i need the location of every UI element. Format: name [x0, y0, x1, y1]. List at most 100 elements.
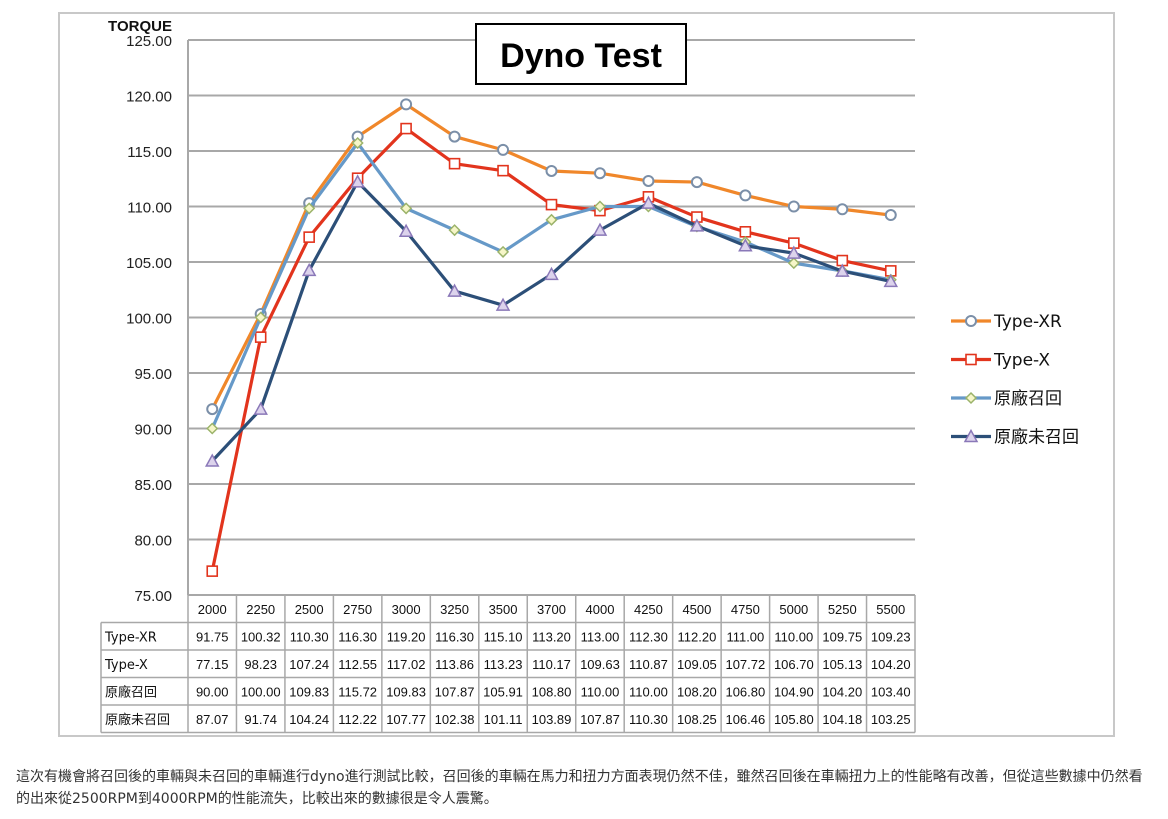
y-tick-label: 105.00 — [126, 255, 172, 272]
data-label: 103.40 — [871, 685, 911, 700]
data-label: 105.13 — [822, 657, 862, 672]
y-tick-label: 100.00 — [126, 311, 172, 328]
data-point — [497, 143, 510, 156]
chart-frame — [58, 12, 1115, 737]
x-tick-label: 2000 — [198, 602, 227, 617]
x-tick-label: 5500 — [876, 602, 905, 617]
x-tick-label: 2250 — [246, 602, 275, 617]
data-label: 103.25 — [871, 712, 911, 727]
y-tick-label: 125.00 — [126, 33, 172, 50]
x-tick-label: 4250 — [634, 602, 663, 617]
data-point — [303, 202, 316, 215]
data-label: 87.07 — [196, 712, 229, 727]
data-label: 106.70 — [774, 657, 814, 672]
data-point — [592, 222, 608, 236]
dyno-chart: 75.00 80.00 85.00 90.00 95.00 100.00 105.00 110… — [100, 18, 1079, 734]
table-series-name: Type-XR — [104, 631, 157, 646]
data-label: 109.83 — [289, 685, 329, 700]
y-tick-label: 115.00 — [127, 144, 172, 161]
caption-text: 這次有機會將召回後的車輛與未召回的車輛進行dyno進行測試比較，召回後的車輛在馬… — [16, 769, 1143, 807]
data-point — [883, 273, 899, 288]
data-point — [739, 189, 752, 202]
table-series-name: 原廠召回 — [105, 685, 157, 701]
data-label: 107.87 — [580, 712, 620, 727]
data-label: 105.91 — [483, 685, 523, 700]
table-series-name: 原廠未召回 — [105, 712, 170, 728]
data-point — [787, 200, 800, 213]
table-series-name: Type-X — [104, 658, 148, 673]
data-label: 100.00 — [241, 685, 281, 700]
data-label: 115.10 — [484, 630, 523, 645]
data-label: 110.30 — [290, 630, 329, 645]
y-tick-label: 120.00 — [126, 89, 172, 106]
data-point — [495, 297, 511, 311]
data-point — [206, 403, 219, 416]
y-tick-label: 95.00 — [134, 366, 172, 383]
data-label: 112.30 — [629, 630, 668, 645]
series-line — [210, 141, 892, 430]
x-tick-label: 4000 — [586, 602, 615, 617]
data-label: 104.18 — [822, 712, 862, 727]
data-label: 110.00 — [774, 630, 813, 645]
data-point — [351, 136, 364, 150]
data-point — [350, 174, 365, 188]
data-point — [448, 224, 461, 237]
data-point — [787, 257, 800, 270]
data-label: 113.23 — [484, 657, 523, 672]
x-tick-label: 3500 — [489, 602, 518, 617]
data-label: 110.00 — [629, 685, 668, 700]
x-tick-label: 3700 — [537, 602, 566, 617]
data-label: 107.77 — [386, 712, 426, 727]
legend-label: Type-XR — [993, 312, 1062, 332]
data-point — [738, 238, 753, 252]
data-point — [641, 195, 656, 209]
x-tick-label: 4500 — [682, 602, 711, 617]
legend-marker — [965, 353, 977, 366]
x-tick-label: 5250 — [828, 602, 857, 617]
data-label: 110.87 — [629, 657, 668, 672]
data-label: 102.38 — [435, 712, 475, 727]
data-label: 116.30 — [338, 630, 377, 645]
data-label: 103.89 — [532, 712, 572, 727]
data-point — [254, 331, 267, 343]
data-label: 113.86 — [435, 657, 474, 672]
data-label: 106.80 — [725, 685, 765, 700]
legend-label: 原廠未召回 — [994, 427, 1079, 448]
data-label: 110.00 — [581, 685, 620, 700]
data-label: 109.63 — [580, 657, 620, 672]
data-point — [642, 174, 655, 187]
data-label: 90.00 — [196, 685, 229, 700]
data-point — [206, 565, 219, 577]
data-label: 101.11 — [484, 712, 523, 727]
data-point — [689, 218, 705, 232]
data-point — [497, 164, 509, 177]
legend-label: Type-X — [993, 351, 1050, 371]
data-label: 107.24 — [289, 657, 329, 672]
data-point — [398, 223, 414, 238]
data-point — [593, 167, 606, 180]
data-point — [448, 130, 461, 143]
data-label: 115.72 — [338, 685, 377, 700]
data-point — [448, 157, 461, 170]
y-tick-label: 110.00 — [127, 200, 172, 217]
data-label: 104.20 — [822, 685, 862, 700]
y-tick-label: 80.00 — [134, 533, 172, 550]
data-label: 105.80 — [774, 712, 814, 727]
data-point — [254, 311, 267, 324]
y-axis-label: TORQUE — [108, 18, 172, 35]
data-point — [593, 200, 607, 213]
data-point — [545, 213, 558, 226]
data-point — [544, 266, 559, 281]
chart-title: Dyno Test — [500, 37, 662, 75]
data-point — [400, 98, 413, 111]
data-label: 112.22 — [338, 712, 377, 727]
legend-marker — [964, 391, 978, 405]
data-point — [447, 283, 462, 297]
legend-label: 原廠召回 — [994, 388, 1062, 409]
data-point — [400, 202, 413, 215]
data-label: 98.23 — [244, 657, 277, 672]
data-label: 110.30 — [629, 712, 668, 727]
data-point — [545, 164, 558, 177]
data-label: 113.20 — [532, 630, 571, 645]
data-point — [206, 422, 219, 435]
